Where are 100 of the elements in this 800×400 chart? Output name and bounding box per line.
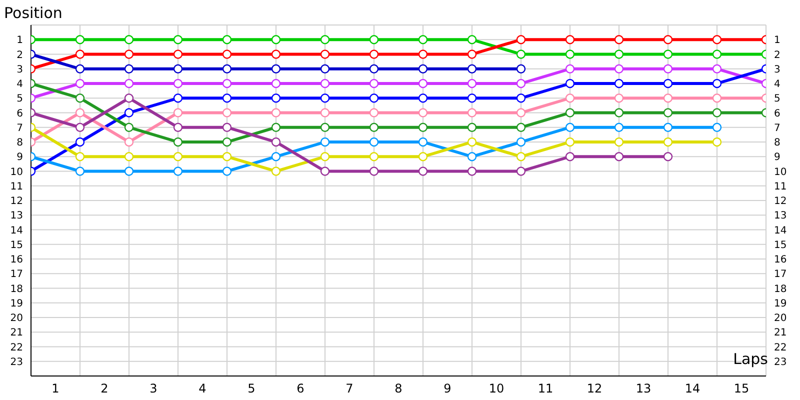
point bbox=[75, 108, 85, 118]
x-tick-label: 12 bbox=[586, 382, 602, 396]
point bbox=[565, 122, 575, 132]
y-tick-label: 4 bbox=[16, 79, 23, 90]
point bbox=[712, 64, 722, 74]
point bbox=[173, 137, 183, 147]
y-tick-label: 1 bbox=[16, 35, 23, 46]
point bbox=[516, 78, 526, 88]
point bbox=[173, 94, 183, 103]
y-tick-label: 22 bbox=[10, 342, 23, 354]
y-tick-label: 9 bbox=[16, 152, 23, 164]
point bbox=[173, 108, 183, 118]
y2-tick-label: 17 bbox=[774, 269, 787, 280]
point bbox=[271, 94, 281, 103]
point bbox=[614, 137, 624, 147]
y-tick-label: 17 bbox=[10, 269, 23, 280]
point bbox=[516, 166, 526, 176]
point bbox=[418, 152, 428, 162]
point bbox=[222, 50, 232, 59]
point bbox=[467, 50, 477, 59]
point bbox=[222, 35, 232, 44]
point bbox=[369, 137, 379, 147]
point bbox=[369, 50, 379, 59]
point bbox=[124, 122, 134, 132]
point bbox=[516, 94, 526, 103]
point bbox=[271, 78, 281, 88]
point bbox=[516, 137, 526, 147]
point bbox=[516, 108, 526, 118]
point bbox=[222, 152, 232, 162]
point bbox=[614, 152, 624, 162]
point bbox=[173, 152, 183, 162]
point bbox=[614, 78, 624, 88]
point bbox=[663, 152, 673, 162]
point bbox=[614, 50, 624, 59]
point bbox=[565, 137, 575, 147]
y2-tick-label: 20 bbox=[774, 313, 787, 324]
y2-tick-label: 9 bbox=[774, 152, 780, 164]
x-tick-label: 14 bbox=[684, 382, 700, 396]
point bbox=[418, 50, 428, 59]
y2-tick-label: 21 bbox=[774, 328, 787, 339]
point bbox=[222, 78, 232, 88]
point bbox=[467, 108, 477, 118]
y-tick-label: 2 bbox=[16, 50, 23, 61]
point bbox=[565, 94, 575, 103]
point bbox=[663, 94, 673, 103]
point bbox=[369, 35, 379, 44]
point bbox=[418, 166, 428, 176]
point bbox=[320, 94, 330, 103]
point bbox=[75, 122, 85, 132]
point bbox=[418, 137, 428, 147]
point bbox=[124, 78, 134, 88]
x-tick-label: 7 bbox=[346, 382, 354, 396]
y2-tick-label: 16 bbox=[774, 254, 787, 266]
point bbox=[124, 137, 134, 147]
y-tick-label: 19 bbox=[10, 298, 23, 310]
y2-tick-label: 5 bbox=[774, 94, 780, 105]
point bbox=[369, 108, 379, 118]
y2-tick-label: 2 bbox=[774, 50, 780, 61]
point bbox=[124, 50, 134, 59]
point bbox=[271, 108, 281, 118]
point bbox=[271, 152, 281, 162]
point bbox=[75, 166, 85, 176]
point bbox=[369, 122, 379, 132]
point bbox=[369, 78, 379, 88]
point bbox=[75, 50, 85, 59]
x-tick-label: 11 bbox=[538, 382, 554, 396]
point bbox=[369, 166, 379, 176]
point bbox=[320, 35, 330, 44]
y2-tick-label: 12 bbox=[774, 196, 787, 208]
point bbox=[565, 50, 575, 59]
point bbox=[467, 137, 477, 147]
point bbox=[320, 122, 330, 132]
point bbox=[75, 94, 85, 103]
y2-tick-label: 1 bbox=[774, 35, 780, 46]
y2-tick-label: 15 bbox=[774, 240, 787, 251]
point bbox=[124, 35, 134, 44]
point bbox=[222, 122, 232, 132]
point bbox=[712, 50, 722, 59]
x-axis-title: Laps bbox=[733, 350, 768, 368]
point bbox=[467, 78, 477, 88]
y2-tick-label: 22 bbox=[774, 342, 787, 354]
point bbox=[75, 78, 85, 88]
y2-tick-label: 8 bbox=[774, 138, 780, 149]
y-tick-label: 12 bbox=[10, 196, 23, 208]
point bbox=[173, 50, 183, 59]
point bbox=[467, 122, 477, 132]
point bbox=[124, 108, 134, 118]
point bbox=[173, 35, 183, 44]
point bbox=[418, 64, 428, 74]
point bbox=[271, 137, 281, 147]
point bbox=[75, 152, 85, 162]
point bbox=[271, 35, 281, 44]
point bbox=[418, 122, 428, 132]
y-axis-title: Position bbox=[4, 4, 62, 22]
y-tick-label: 21 bbox=[10, 328, 23, 339]
point bbox=[565, 35, 575, 44]
y2-tick-label: 3 bbox=[774, 64, 780, 76]
x-tick-label: 2 bbox=[100, 382, 108, 396]
point bbox=[516, 50, 526, 59]
point bbox=[565, 64, 575, 74]
